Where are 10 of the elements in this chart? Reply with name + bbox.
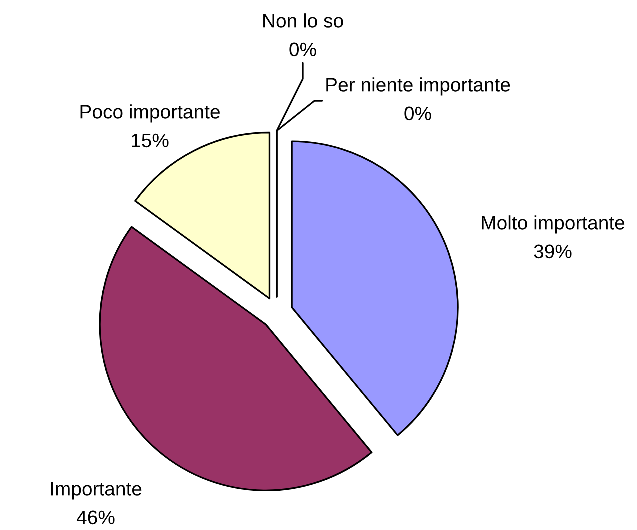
data-label: 46% xyxy=(76,510,115,525)
text: 0% xyxy=(404,106,432,121)
text: 0% xyxy=(290,42,316,57)
category-label: Per niente importante xyxy=(326,78,510,96)
data-label: 39% xyxy=(534,244,572,259)
data-label: 15% xyxy=(132,134,169,148)
category-label: Non lo so xyxy=(264,14,344,28)
slice-label: Poco importante xyxy=(80,104,220,123)
slice-label: Molto importante xyxy=(482,216,625,234)
slice-label: Importante xyxy=(51,482,142,500)
